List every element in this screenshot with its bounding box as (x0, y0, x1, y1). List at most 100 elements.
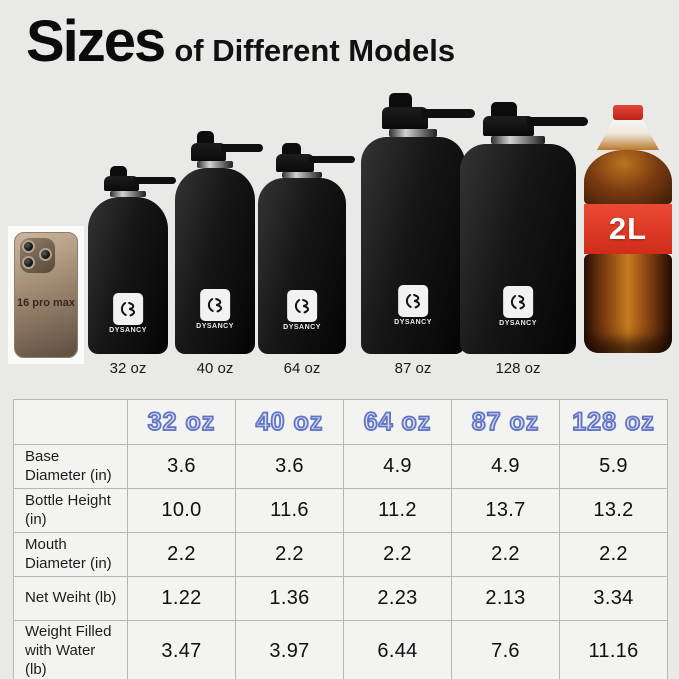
spec-value: 6.44 (343, 619, 452, 679)
title-rest: of Different Models (174, 33, 456, 68)
bottle-caption: 128 oz (495, 360, 541, 377)
cola-neck (597, 120, 659, 150)
cap-handle (527, 117, 588, 126)
row-label-mouth-diameter: Mouth Diameter (in) (13, 532, 128, 577)
bottle-cap (175, 130, 263, 162)
camera-lens-icon (39, 248, 52, 261)
column-header-87oz: 87 oz (451, 399, 560, 445)
bottle-caption: 87 oz (394, 360, 432, 377)
brand-name: DYSANCY (394, 318, 432, 326)
row-label-bottle-height: Bottle Height (in) (13, 488, 128, 533)
cap-spout (281, 142, 302, 157)
bottle-caption: 64 oz (283, 360, 321, 377)
cap-spout (109, 165, 128, 178)
cola-shoulder (584, 150, 672, 204)
bottle-body: DYSANCY (361, 136, 465, 354)
table-header-row: 32 oz 40 oz 64 oz 87 oz 128 oz (13, 399, 668, 445)
table-row: Bottle Height (in) 10.0 11.6 11.2 13.7 1… (13, 488, 668, 533)
cola-volume-label: 2L (608, 211, 648, 246)
bottle-87oz: DYSANCY 87 oz (361, 92, 476, 380)
bottle-caption: 40 oz (196, 360, 234, 377)
cap-lid (104, 176, 140, 192)
cap-spout (196, 130, 215, 146)
table-row: Weight Filled with Water (lb) 3.47 3.97 … (13, 619, 668, 679)
brand-glyph-icon (112, 292, 143, 325)
spec-value: 1.22 (127, 576, 236, 621)
bottle-neck-ring (491, 136, 545, 144)
table-row: Net Weiht (lb) 1.22 1.36 2.23 2.13 3.34 (13, 576, 668, 621)
cap-lid (483, 115, 535, 137)
spec-value: 13.7 (451, 488, 560, 533)
bottle-body: DYSANCY (175, 168, 255, 354)
bottle-neck-ring (281, 171, 323, 179)
cap-handle (134, 177, 176, 184)
brand-name: DYSANCY (283, 324, 321, 332)
spec-value: 2.2 (451, 532, 560, 577)
spec-value: 4.9 (343, 444, 452, 489)
bottle-graphic: DYSANCY (88, 165, 176, 354)
brand-glyph-icon (286, 290, 317, 323)
bottle-cap (460, 101, 588, 137)
bottle-neck-ring (109, 191, 147, 198)
phone-graphic: 16 pro max (14, 232, 78, 358)
cap-lid (191, 143, 227, 162)
spec-value: 2.13 (451, 576, 560, 621)
spec-value: 2.2 (343, 532, 452, 577)
cola-lower-body (584, 254, 672, 353)
bottle-cap (88, 165, 176, 192)
row-label-base-diameter: Base Diameter (in) (13, 444, 128, 489)
brand-logo: DYSANCY (196, 288, 234, 330)
spec-value: 5.9 (559, 444, 668, 489)
bottle-graphic: DYSANCY (361, 92, 476, 354)
bottle-40oz: DYSANCY 40 oz (175, 130, 263, 380)
cap-handle (421, 108, 476, 118)
spec-comparison-table: 32 oz 40 oz 64 oz 87 oz 128 oz Base Diam… (13, 399, 668, 679)
cap-spout (389, 92, 412, 110)
brand-logo: DYSANCY (109, 292, 147, 334)
bottle-cap (361, 92, 476, 129)
column-header-32oz: 32 oz (127, 399, 236, 445)
camera-lens-icon (22, 240, 35, 253)
bottle-graphic: DYSANCY (175, 130, 263, 354)
bottle-graphic: DYSANCY (460, 101, 588, 354)
row-label-net-weight: Net Weiht (lb) (13, 576, 128, 621)
bottle-neck-ring (196, 161, 234, 169)
spec-value: 2.2 (235, 532, 344, 577)
cola-label-band: 2L (584, 204, 672, 254)
spec-value: 7.6 (451, 619, 560, 679)
table-row: Base Diameter (in) 3.6 3.6 4.9 4.9 5.9 (13, 444, 668, 489)
spec-value: 11.6 (235, 488, 344, 533)
bottle-graphic: DYSANCY (258, 142, 355, 354)
brand-logo: DYSANCY (394, 284, 432, 326)
cap-lid (275, 154, 315, 172)
brand-name: DYSANCY (499, 319, 537, 327)
bottle-32oz: DYSANCY 32 oz (88, 165, 176, 380)
spec-value: 11.2 (343, 488, 452, 533)
spec-value: 2.23 (343, 576, 452, 621)
bottle-neck-ring (389, 128, 437, 137)
spec-corner-cell (13, 399, 128, 445)
bottle-body: DYSANCY (460, 143, 576, 354)
brand-logo: DYSANCY (283, 290, 321, 331)
brand-glyph-icon (199, 288, 230, 321)
spec-value: 3.6 (235, 444, 344, 489)
table-row: Mouth Diameter (in) 2.2 2.2 2.2 2.2 2.2 (13, 532, 668, 577)
spec-value: 4.9 (451, 444, 560, 489)
cap-handle (309, 155, 355, 163)
spec-value: 2.2 (559, 532, 668, 577)
bottle-body: DYSANCY (258, 178, 346, 354)
title-emphasis: Sizes (26, 9, 166, 74)
column-header-40oz: 40 oz (235, 399, 344, 445)
spec-value: 10.0 (127, 488, 236, 533)
cap-handle (221, 144, 263, 152)
brand-glyph-icon (502, 285, 533, 318)
spec-value: 3.47 (127, 619, 236, 679)
column-header-64oz: 64 oz (343, 399, 452, 445)
cap-spout (491, 101, 517, 118)
row-label-filled-weight: Weight Filled with Water (lb) (13, 619, 128, 679)
spec-value: 11.16 (559, 619, 668, 679)
brand-name: DYSANCY (109, 326, 147, 334)
page-title: Sizes of Different Models (26, 8, 455, 75)
cola-cap (613, 105, 643, 120)
